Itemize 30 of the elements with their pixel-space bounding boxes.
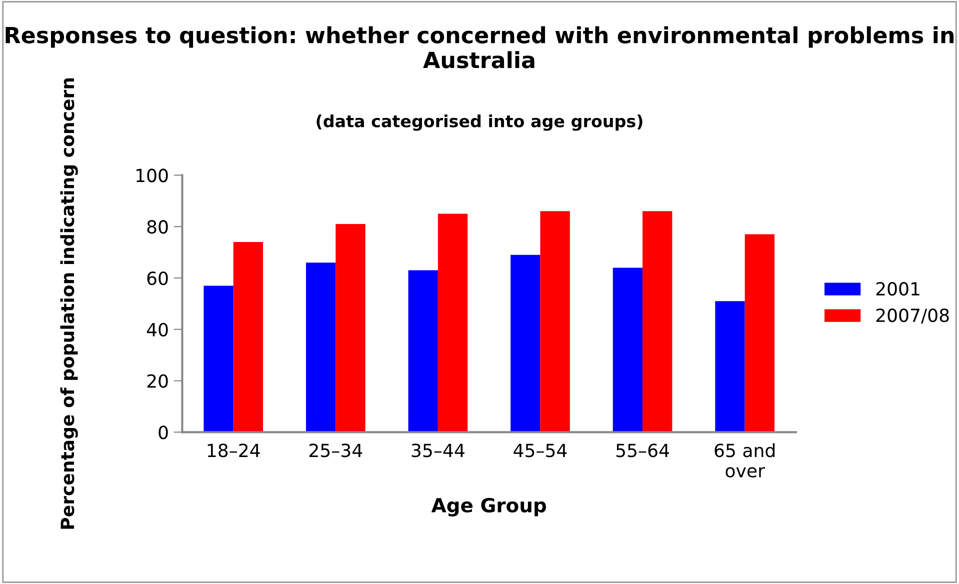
legend-label: 2001: [876, 282, 920, 296]
x-tick-label: 55–64: [616, 444, 670, 458]
bar: [204, 286, 234, 432]
x-tick-label: 65 and over: [714, 443, 775, 478]
legend-label: 2007/08: [876, 308, 949, 324]
x-tick-label: 25–34: [309, 444, 362, 458]
bar: [540, 211, 570, 432]
y-tick-label: 20: [147, 374, 168, 388]
x-tick-label: 45–54: [514, 444, 567, 458]
x-tick-label: 35–44: [412, 444, 464, 458]
y-tick-label: 40: [146, 322, 168, 336]
x-axis-title: Age Group: [431, 498, 546, 516]
y-tick-label: 80: [147, 220, 168, 234]
chart-title: Responses to question: whether concerned with environmental problems in Australia: [6, 26, 954, 68]
bar: [306, 262, 336, 432]
bar: [438, 214, 468, 432]
y-tick-label: 100: [136, 168, 168, 182]
bar: [612, 268, 643, 432]
chart-subtitle: (data categorised into age groups): [316, 114, 642, 131]
bar: [233, 242, 264, 432]
bar: [744, 234, 774, 432]
bar: [510, 254, 540, 432]
bar: [715, 301, 745, 432]
y-tick-label: 0: [158, 426, 168, 440]
x-tick-label: 18–24: [208, 444, 260, 458]
bar: [408, 270, 438, 432]
bar: [642, 211, 672, 432]
y-axis-title: Percentage of population indicating concern: [60, 78, 78, 529]
y-tick-label: 60: [147, 271, 168, 286]
bar: [336, 224, 366, 432]
